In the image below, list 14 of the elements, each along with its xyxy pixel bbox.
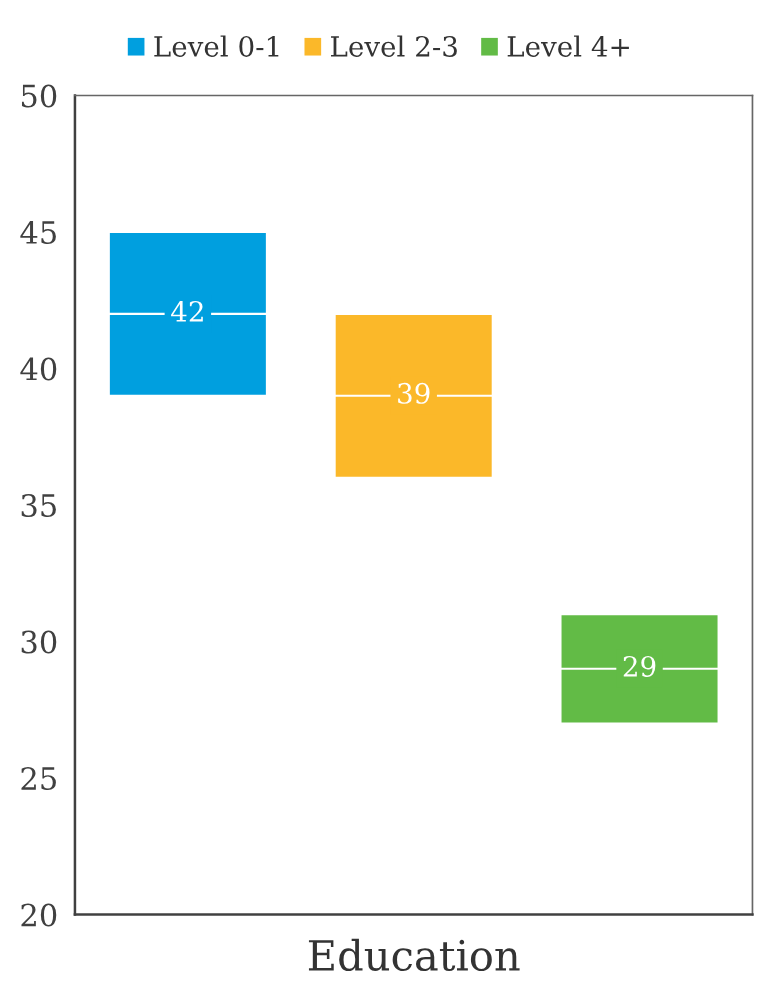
text: 39 (398, 382, 430, 404)
x-axis-title: Education (308, 938, 520, 972)
text: 29 (623, 655, 656, 677)
legend-label: Level 4+ (507, 35, 629, 57)
y-tick-label: 30 (21, 630, 57, 654)
y-tick-label: 50 (21, 84, 57, 108)
legend-label: Level 2-3 (331, 35, 457, 57)
y-tick-label: 40 (20, 357, 57, 381)
text: 42 (171, 300, 203, 322)
y-tick-label: 25 (21, 766, 56, 791)
y-tick-label: 20 (21, 903, 57, 927)
y-tick-label: 35 (21, 493, 56, 518)
legend-label: Level 0-1 (154, 35, 279, 57)
y-tick-label: 45 (20, 220, 56, 245)
